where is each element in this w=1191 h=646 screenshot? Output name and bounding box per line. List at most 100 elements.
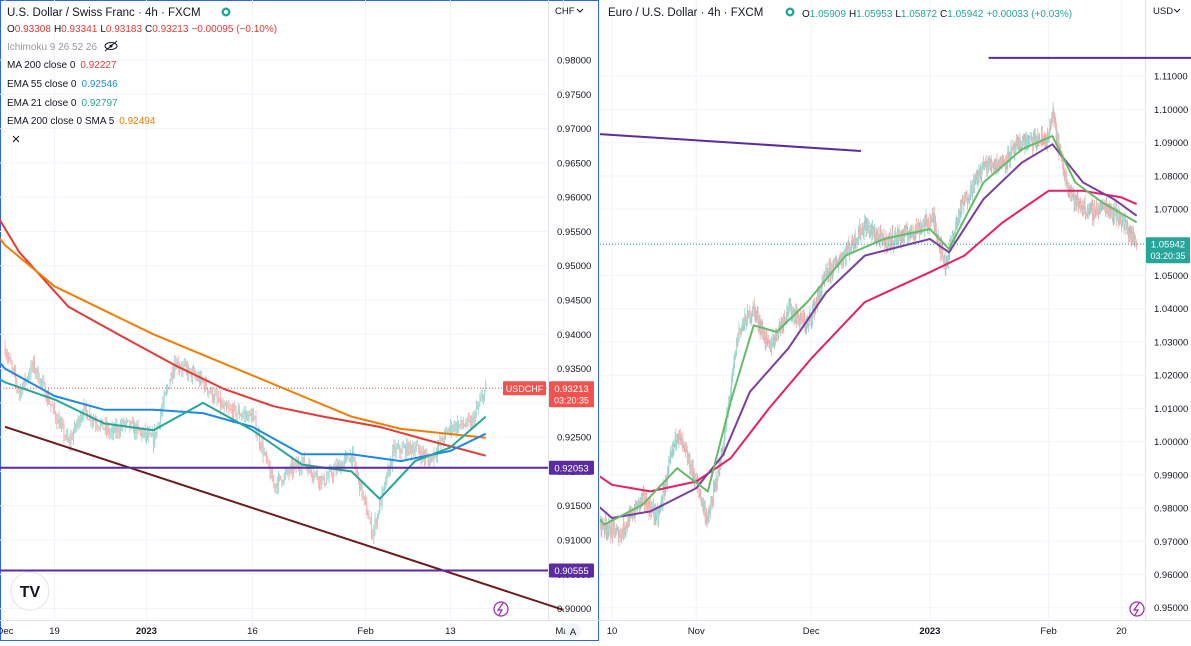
eurusd-chart-pane[interactable]: 1.110001.100001.090001.080001.070001.060… xyxy=(600,0,1191,646)
auto-scale-button[interactable]: A xyxy=(565,623,581,639)
candle xyxy=(315,470,317,477)
ema21-legend[interactable]: EMA 21 close 0 0.92797 xyxy=(7,98,118,109)
candle xyxy=(927,220,929,235)
candle xyxy=(429,455,431,466)
candle xyxy=(976,168,978,185)
candle xyxy=(70,429,72,452)
candle xyxy=(373,524,375,545)
trend-line[interactable] xyxy=(4,425,564,611)
candle xyxy=(1065,172,1067,178)
candle xyxy=(19,383,21,401)
eurusd-chart[interactable]: 1.110001.100001.090001.080001.070001.060… xyxy=(600,0,1191,646)
currency-chevron-icon[interactable] xyxy=(576,8,584,13)
candle xyxy=(660,494,662,511)
candle xyxy=(797,308,799,318)
candle xyxy=(234,401,236,412)
candle xyxy=(607,526,609,540)
candle xyxy=(680,432,683,445)
y-tick-label: 0.96500 xyxy=(557,158,591,169)
candle xyxy=(996,153,998,173)
candle xyxy=(480,390,482,402)
market-status-dot xyxy=(788,10,792,14)
collapse-arrow-icon[interactable] xyxy=(12,135,20,143)
candle xyxy=(991,165,994,168)
candle xyxy=(783,310,785,325)
candle xyxy=(958,209,960,223)
candle xyxy=(756,310,758,321)
candle xyxy=(1029,132,1031,146)
candle xyxy=(714,481,716,493)
candle xyxy=(443,428,446,447)
candle xyxy=(1017,134,1019,150)
candle xyxy=(463,423,466,427)
candle xyxy=(640,497,642,510)
y-tick-label: 1.11000 xyxy=(1154,72,1188,83)
candle xyxy=(320,475,322,491)
ema55-legend[interactable]: EMA 55 close 0 0.92546 xyxy=(7,79,118,90)
candle xyxy=(1024,133,1026,155)
candle xyxy=(1111,208,1114,222)
candle xyxy=(860,227,863,234)
candle xyxy=(966,191,968,203)
candle xyxy=(776,333,778,336)
candle xyxy=(751,314,753,323)
candle xyxy=(952,233,955,239)
candle xyxy=(755,306,757,324)
candle xyxy=(687,451,689,462)
candle xyxy=(393,438,395,457)
candle xyxy=(664,484,666,496)
candle xyxy=(606,523,608,541)
candle xyxy=(238,404,241,420)
ema200-sma5-legend[interactable]: EMA 200 close 0 SMA 5 0.92494 xyxy=(7,116,156,127)
usdchf-chart[interactable]: 0.98000 0.97500 0.97000 0.96500 0.96000 0.955… xyxy=(0,0,600,646)
candle xyxy=(50,404,52,413)
candle xyxy=(928,217,930,230)
candle xyxy=(1072,186,1074,201)
candle xyxy=(960,198,962,215)
ichimoku-legend[interactable]: Ichimoku 9 26 52 26 xyxy=(7,42,97,53)
candle xyxy=(700,496,702,507)
chart-title: Euro / U.S. Dollar · 4h · FXCM xyxy=(608,7,763,19)
candle xyxy=(797,310,799,325)
tradingview-logo[interactable]: TV xyxy=(10,571,50,611)
candle xyxy=(1050,118,1052,130)
candle xyxy=(483,390,486,402)
currency-label[interactable]: USD xyxy=(1153,6,1173,17)
candle xyxy=(690,460,692,473)
candle xyxy=(994,158,996,170)
y-tick-label: 1.04000 xyxy=(1154,304,1188,315)
usdchf-chart-pane[interactable]: 0.98000 0.97500 0.97000 0.96500 0.96000 0.955… xyxy=(0,0,600,646)
candle xyxy=(1076,194,1078,212)
candle xyxy=(913,232,915,243)
candle xyxy=(725,426,727,433)
candle xyxy=(982,155,985,168)
lightning-icon[interactable] xyxy=(1129,601,1145,617)
lightning-icon[interactable] xyxy=(493,601,509,617)
ma200-legend[interactable]: MA 200 close 0 0.92227 xyxy=(7,60,117,71)
eye-off-icon[interactable] xyxy=(104,40,118,52)
candle xyxy=(689,464,692,475)
currency-chevron-icon[interactable] xyxy=(1173,8,1181,13)
candle xyxy=(377,510,380,520)
trend-line[interactable] xyxy=(600,133,862,152)
candle xyxy=(1067,187,1070,199)
candle xyxy=(1018,137,1020,153)
candle xyxy=(853,233,856,250)
candle xyxy=(721,445,724,456)
y-tick-label: 0.95500 xyxy=(557,227,591,238)
candle xyxy=(710,495,713,504)
candle xyxy=(407,439,409,457)
candle xyxy=(975,172,977,185)
candle xyxy=(251,408,254,421)
candle xyxy=(1134,233,1136,248)
candle xyxy=(677,432,679,445)
candle xyxy=(45,392,47,403)
indicator-line xyxy=(600,189,1138,493)
candle xyxy=(39,378,41,388)
currency-label[interactable]: CHF xyxy=(555,6,575,17)
candle xyxy=(369,517,371,525)
candle xyxy=(792,307,794,321)
candle xyxy=(986,161,988,178)
y-tick-label: 1.00000 xyxy=(1154,437,1188,448)
candle xyxy=(310,468,312,479)
